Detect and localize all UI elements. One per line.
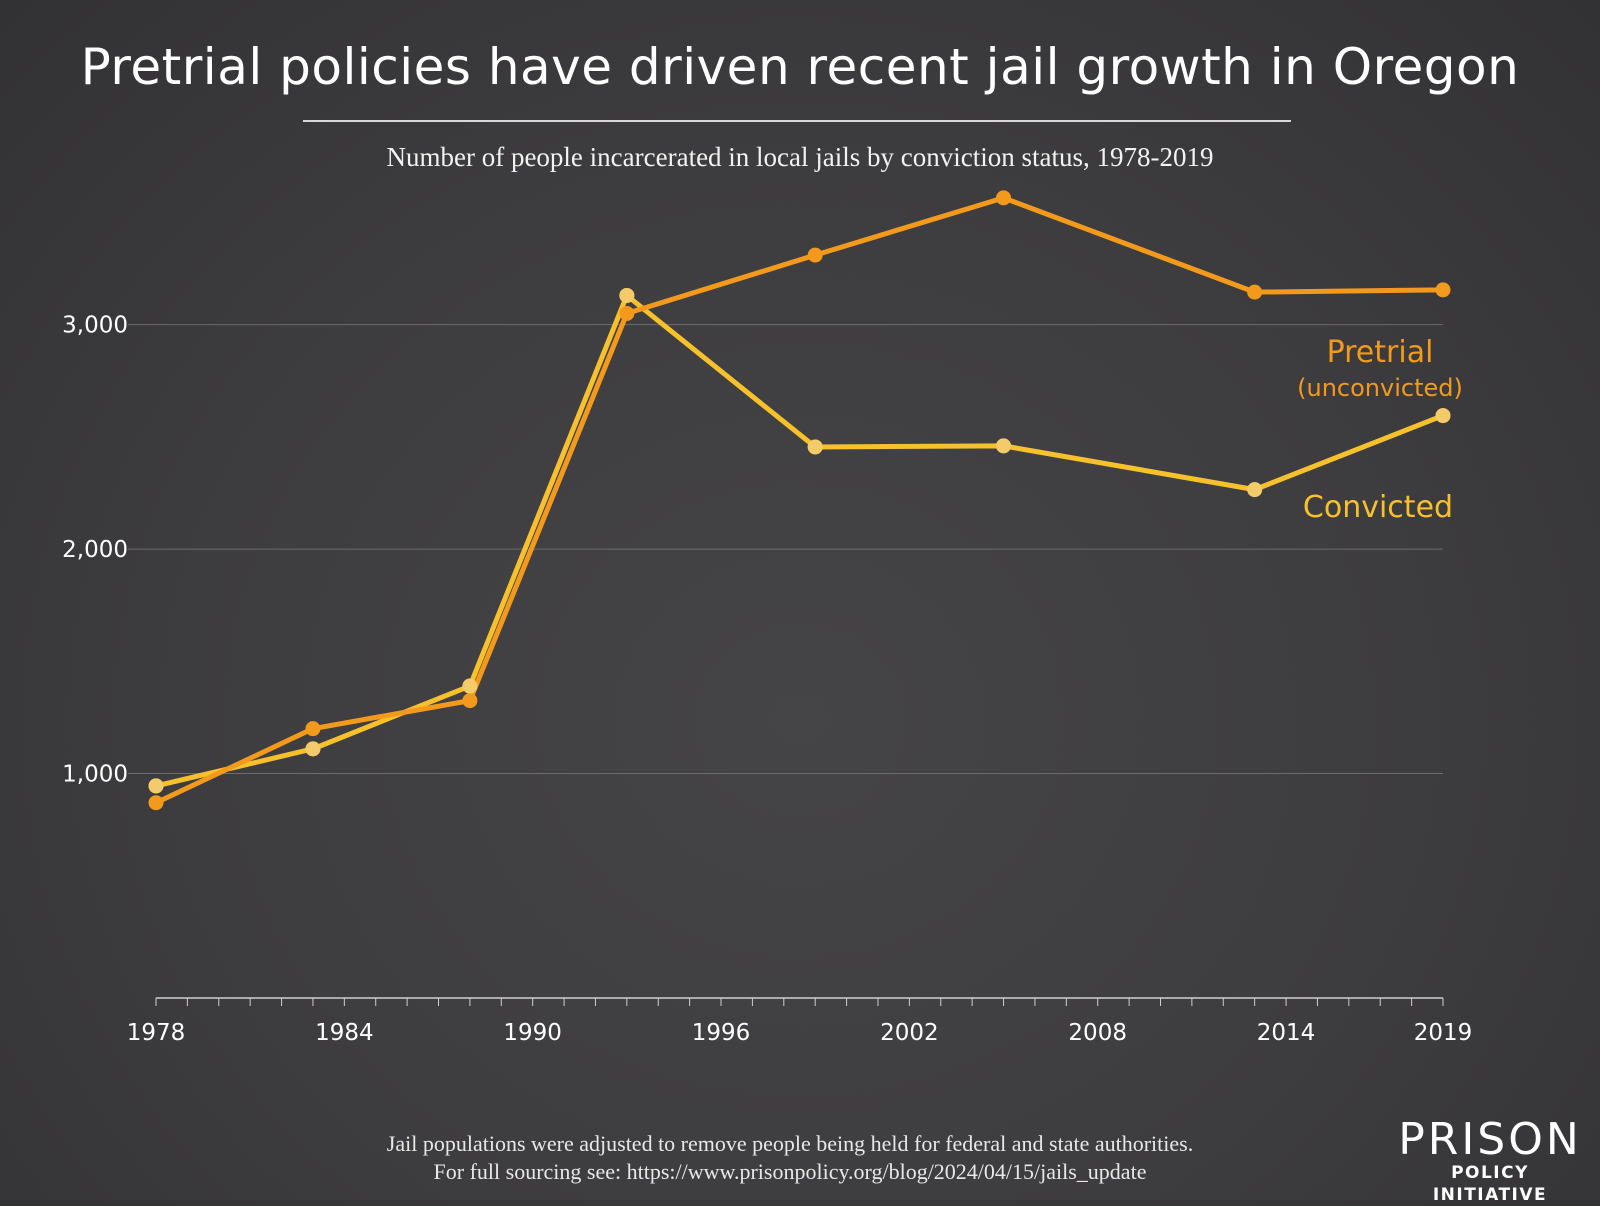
x-tick-label: 2002 <box>880 1020 939 1046</box>
data-point-convicted-highlight <box>1247 482 1263 498</box>
data-point-pretrial <box>619 305 635 321</box>
prison-policy-initiative-logo: PRISON POLICY INITIATIVE <box>1392 1118 1588 1206</box>
x-tick-label: 2008 <box>1068 1020 1127 1046</box>
data-point-pretrial <box>148 795 164 811</box>
data-point-convicted-highlight <box>619 287 635 303</box>
data-point-pretrial <box>807 247 823 263</box>
logo-wordmark-top: PRISON <box>1398 1114 1582 1165</box>
data-point-convicted-highlight <box>148 778 164 794</box>
title-divider <box>303 120 1291 122</box>
x-tick-label: 2014 <box>1257 1020 1316 1046</box>
y-tick-label: 1,000 <box>62 762 128 788</box>
x-tick-label: 2019 <box>1414 1020 1473 1046</box>
data-point-pretrial <box>996 190 1012 206</box>
series-line-convicted <box>153 292 1446 789</box>
data-point-pretrial <box>1435 282 1451 298</box>
x-tick-label: 1996 <box>692 1020 751 1046</box>
series-line-pretrial <box>153 195 1446 806</box>
data-point-pretrial <box>1247 284 1263 300</box>
footnote-line-2: For full sourcing see: https://www.priso… <box>433 1159 1147 1184</box>
chart-title: Pretrial policies have driven recent jai… <box>80 38 1520 96</box>
y-tick-label: 3,000 <box>62 313 128 339</box>
x-tick-label: 1990 <box>503 1020 562 1046</box>
y-tick-label: 2,000 <box>62 537 128 563</box>
data-point-convicted-highlight <box>1435 408 1451 424</box>
data-point-convicted-highlight <box>305 741 321 757</box>
footnote-line-1: Jail populations were adjusted to remove… <box>386 1131 1194 1156</box>
data-point-convicted-highlight <box>462 678 478 694</box>
x-tick-label: 1984 <box>315 1020 374 1046</box>
data-point-pretrial <box>305 721 321 737</box>
chart-subtitle: Number of people incarcerated in local j… <box>386 142 1214 172</box>
legend-label-convicted: Convicted <box>1303 490 1453 525</box>
legend-label-pretrial: Pretrial <box>1327 335 1434 370</box>
data-point-pretrial <box>462 693 478 709</box>
source-footnote: Jail populations were adjusted to remove… <box>260 1130 1320 1186</box>
data-point-convicted-highlight <box>807 439 823 455</box>
data-point-convicted-highlight <box>996 438 1012 454</box>
legend-label-pretrial-sub: (unconvicted) <box>1297 374 1463 402</box>
x-tick-label: 1978 <box>127 1020 186 1046</box>
logo-wordmark-bottom: POLICY INITIATIVE <box>1432 1163 1548 1205</box>
